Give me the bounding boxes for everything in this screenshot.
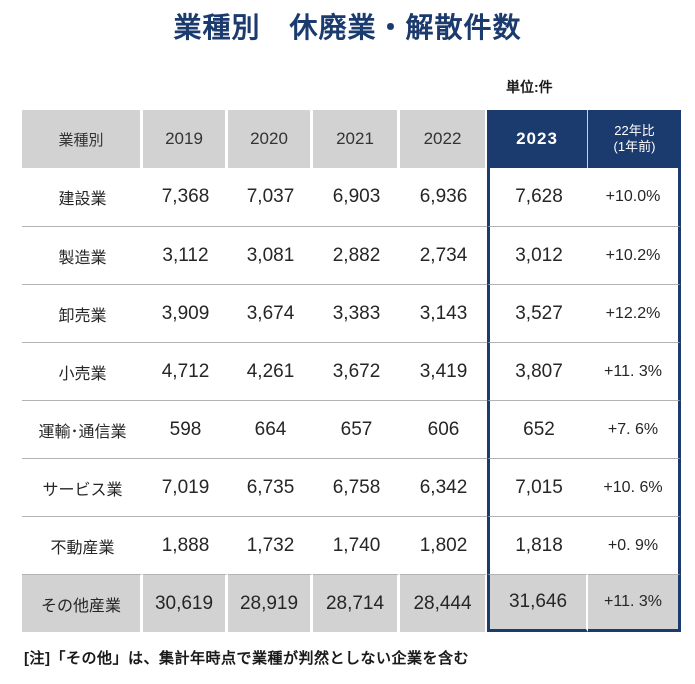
cell-2022: 2,734 [400, 226, 487, 284]
cell-yoy: +10.2% [588, 226, 681, 284]
cell-2021: 1,740 [313, 516, 400, 574]
cell-2022: 1,802 [400, 516, 487, 574]
cell-2020: 664 [228, 400, 313, 458]
cell-2020: 3,674 [228, 284, 313, 342]
cell-2023: 31,646 [487, 574, 588, 632]
row-label: サービス業 [22, 458, 143, 516]
table-row-retail: 小売業 4,712 4,261 3,672 3,419 3,807 +11. 3… [22, 342, 681, 400]
cell-2020: 7,037 [228, 168, 313, 226]
cell-2019: 1,888 [143, 516, 228, 574]
cell-2020: 4,261 [228, 342, 313, 400]
cell-2023: 7,015 [487, 458, 588, 516]
row-label: 運輸･通信業 [22, 400, 143, 458]
table-row-wholesale: 卸売業 3,909 3,674 3,383 3,143 3,527 +12.2% [22, 284, 681, 342]
row-label: 卸売業 [22, 284, 143, 342]
cell-2023: 3,807 [487, 342, 588, 400]
header-row: 業種別 2019 2020 2021 2022 2023 22年比 (1年前) [22, 110, 681, 168]
cell-2022: 3,419 [400, 342, 487, 400]
row-label: 製造業 [22, 226, 143, 284]
table-row-construction: 建設業 7,368 7,037 6,903 6,936 7,628 +10.0% [22, 168, 681, 226]
cell-2020: 6,735 [228, 458, 313, 516]
cell-yoy: +10. 6% [588, 458, 681, 516]
table-row-real-estate: 不動産業 1,888 1,732 1,740 1,802 1,818 +0. 9… [22, 516, 681, 574]
cell-2020: 1,732 [228, 516, 313, 574]
cell-2020: 28,919 [228, 574, 313, 632]
cell-yoy: +11. 3% [588, 574, 681, 632]
table-row-services: サービス業 7,019 6,735 6,758 6,342 7,015 +10.… [22, 458, 681, 516]
cell-2021: 657 [313, 400, 400, 458]
cell-yoy: +10.0% [588, 168, 681, 226]
cell-2022: 606 [400, 400, 487, 458]
cell-2023: 3,527 [487, 284, 588, 342]
unit-label: 単位:件 [506, 79, 553, 95]
industry-closures-table: 業種別 2019 2020 2021 2022 2023 22年比 (1年前) … [22, 110, 681, 632]
cell-2023: 3,012 [487, 226, 588, 284]
cell-2019: 30,619 [143, 574, 228, 632]
cell-2021: 2,882 [313, 226, 400, 284]
cell-2019: 3,909 [143, 284, 228, 342]
cell-2021: 6,758 [313, 458, 400, 516]
page-title: 業種別 休廃業・解散件数 [173, 12, 522, 43]
cell-2019: 3,112 [143, 226, 228, 284]
row-label: 小売業 [22, 342, 143, 400]
cell-yoy: +11. 3% [588, 342, 681, 400]
cell-2023: 7,628 [487, 168, 588, 226]
cell-yoy: +7. 6% [588, 400, 681, 458]
footnote: [注]「その他」は、集計年時点で業種が判然としない企業を含む [24, 650, 469, 667]
column-header-industry: 業種別 [22, 110, 143, 168]
column-header-2022: 2022 [400, 110, 487, 168]
column-header-2021: 2021 [313, 110, 400, 168]
cell-2023: 1,818 [487, 516, 588, 574]
cell-2021: 6,903 [313, 168, 400, 226]
cell-2022: 6,936 [400, 168, 487, 226]
cell-yoy: +0. 9% [588, 516, 681, 574]
column-header-yoy: 22年比 (1年前) [588, 110, 681, 168]
row-label: その他産業 [22, 574, 143, 632]
cell-2021: 3,672 [313, 342, 400, 400]
cell-2021: 28,714 [313, 574, 400, 632]
cell-2019: 7,019 [143, 458, 228, 516]
cell-yoy: +12.2% [588, 284, 681, 342]
table-row-manufacturing: 製造業 3,112 3,081 2,882 2,734 3,012 +10.2% [22, 226, 681, 284]
column-header-2023: 2023 [487, 110, 588, 168]
cell-2020: 3,081 [228, 226, 313, 284]
cell-2019: 7,368 [143, 168, 228, 226]
cell-2022: 6,342 [400, 458, 487, 516]
row-label: 不動産業 [22, 516, 143, 574]
table-row-transport-communication: 運輸･通信業 598 664 657 606 652 +7. 6% [22, 400, 681, 458]
cell-2019: 598 [143, 400, 228, 458]
column-header-2020: 2020 [228, 110, 313, 168]
cell-2019: 4,712 [143, 342, 228, 400]
cell-2023: 652 [487, 400, 588, 458]
column-header-2019: 2019 [143, 110, 228, 168]
cell-2022: 28,444 [400, 574, 487, 632]
cell-2022: 3,143 [400, 284, 487, 342]
cell-2021: 3,383 [313, 284, 400, 342]
table-row-other-industries: その他産業 30,619 28,919 28,714 28,444 31,646… [22, 574, 681, 632]
row-label: 建設業 [22, 168, 143, 226]
